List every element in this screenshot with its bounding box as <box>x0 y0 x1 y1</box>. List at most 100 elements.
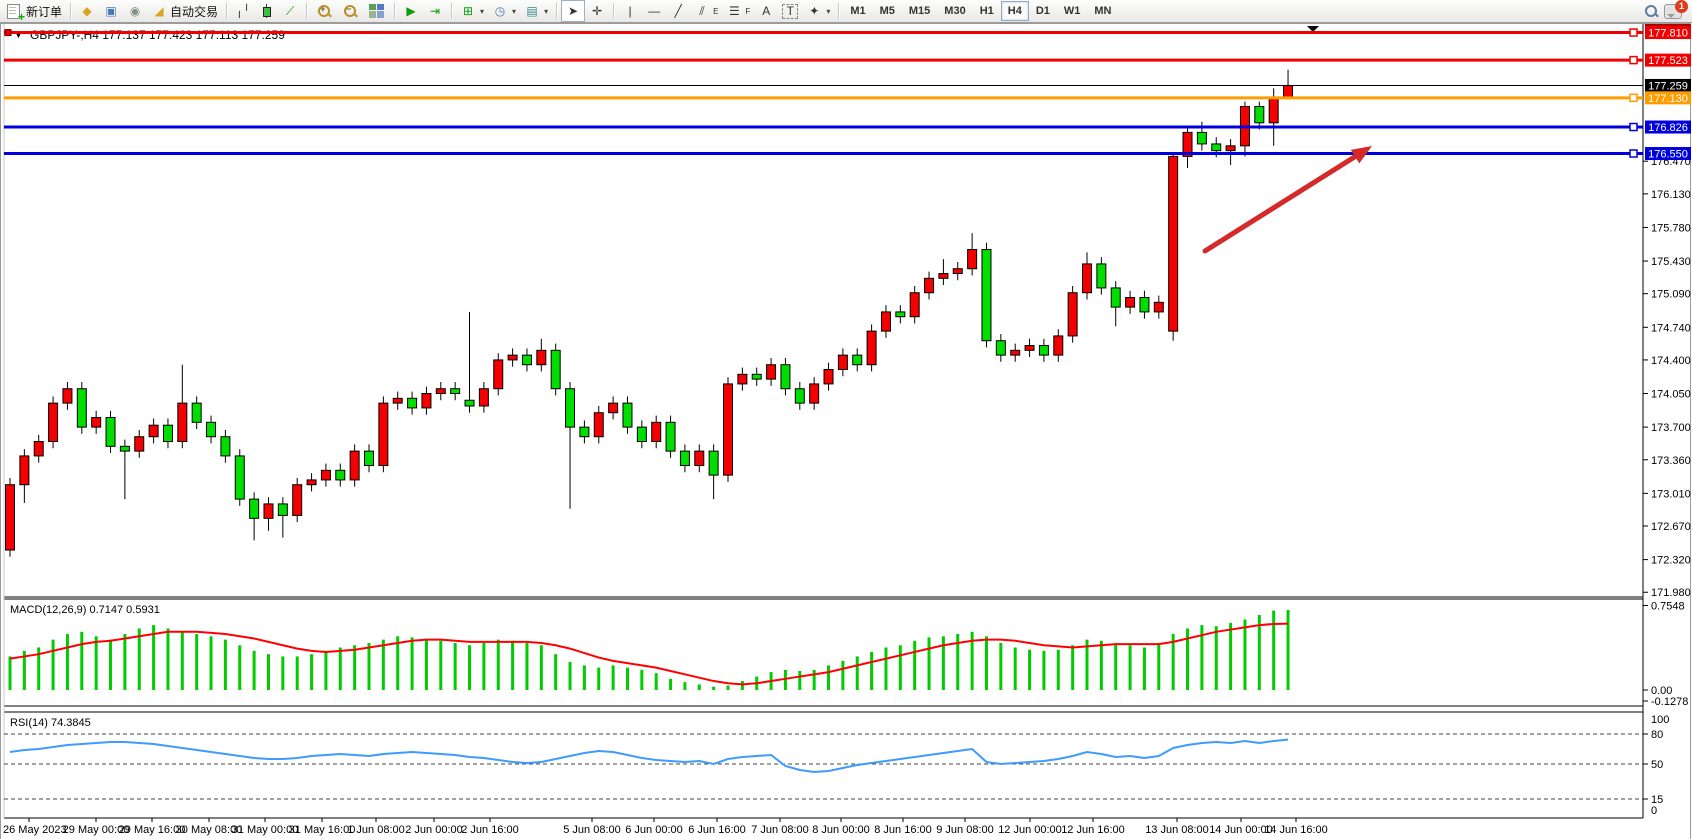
timeframe-m1-button[interactable]: M1 <box>850 5 866 17</box>
macd-pane: MACD(12,26,9) 0.7147 0.5931 0.7548 0.00-0.… <box>8 601 1688 708</box>
bar-chart-icon: ╷╵ <box>235 4 251 18</box>
equidistant-channel-button[interactable]: ⫽ E <box>690 0 722 22</box>
candle <box>162 424 173 443</box>
svg-text:174.740: 174.740 <box>1651 322 1691 334</box>
navigator-button[interactable]: ▣ <box>99 0 123 22</box>
trendline-button[interactable]: ╱ <box>666 0 690 22</box>
bar-chart-button[interactable]: ╷╵ <box>231 0 255 22</box>
toolbar-separator <box>226 3 228 19</box>
price-level-label <box>1645 147 1691 161</box>
fibonacci-button[interactable]: ☰ F <box>722 0 754 22</box>
timeframe-d1-button[interactable]: D1 <box>1035 5 1050 17</box>
svg-text:15: 15 <box>1651 794 1663 806</box>
candle <box>1196 131 1207 145</box>
candlestick-chart-icon <box>262 4 272 18</box>
search-button[interactable] <box>1638 0 1664 22</box>
candle <box>1096 263 1107 289</box>
arrows-button[interactable]: ✦ ▾ <box>802 0 834 22</box>
candle <box>1225 145 1236 152</box>
chevron-down-icon: ▾ <box>480 6 485 16</box>
timeframe-w1-button[interactable]: W1 <box>1063 5 1081 17</box>
candle <box>909 292 920 318</box>
indicators-button[interactable]: ⊞ ▾ <box>456 0 488 22</box>
candle <box>234 455 245 500</box>
candle <box>651 421 662 443</box>
trend-arrow[interactable] <box>1202 146 1372 254</box>
horizontal-line-button[interactable]: — <box>642 0 666 22</box>
svg-text:GBPJPY-,H4 177.137 177.423 177: GBPJPY-,H4 177.137 177.423 177.113 177.2… <box>30 28 285 42</box>
candles-layer <box>5 69 1294 557</box>
market-watch-button[interactable]: ◆ <box>75 0 99 22</box>
time-axis-label: 2 Jun 00:00 <box>405 824 463 836</box>
candle <box>938 273 949 279</box>
timeframe-m5-button[interactable]: M5 <box>879 5 895 17</box>
toolbar-separator <box>306 3 308 19</box>
timeframe-h1-button[interactable]: H1 <box>979 5 994 17</box>
time-axis-label: 6 Jun 16:00 <box>688 824 746 836</box>
zoom-out-button[interactable]: − <box>337 0 363 22</box>
notifications-button[interactable]: 1 <box>1664 0 1688 19</box>
zoom-in-icon: + <box>317 4 331 18</box>
candle <box>1125 297 1136 308</box>
candle <box>952 268 963 275</box>
candle <box>220 436 231 457</box>
autotrading-label: 自动交易 <box>170 4 219 19</box>
candle <box>1010 349 1021 356</box>
time-axis-label: 29 May 16:00 <box>119 824 186 836</box>
indicators-icon: ⊞ <box>463 4 474 18</box>
timeframe-mn-button[interactable]: MN <box>1094 5 1112 17</box>
candle <box>636 426 647 443</box>
vertical-line-button[interactable]: | <box>618 0 642 22</box>
toolbar-separator <box>613 3 615 19</box>
timeframe-h4-button[interactable]: H4 <box>1000 1 1029 21</box>
toolbar-separator <box>838 3 840 19</box>
new-order-button[interactable]: 新订单 <box>2 0 66 24</box>
svg-text:80: 80 <box>1651 729 1663 741</box>
chevron-down-icon: ▾ <box>826 6 831 16</box>
crosshair-button[interactable]: ✛ <box>585 0 609 22</box>
chart-shift-button[interactable]: ⇥ <box>423 0 447 22</box>
time-axis-label: 7 Jun 08:00 <box>751 824 809 836</box>
vertical-line-icon: | <box>628 4 632 18</box>
timeframe-clock-button[interactable]: ◷ ▾ <box>488 0 520 22</box>
toolbar-separator <box>556 3 558 19</box>
price-lines[interactable] <box>4 28 1643 158</box>
candle <box>880 311 891 332</box>
clock-icon: ◷ <box>494 4 506 18</box>
candlestick-chart-button[interactable] <box>255 0 278 22</box>
svg-text:176.550: 176.550 <box>1648 149 1688 161</box>
candle <box>1082 263 1092 294</box>
tile-windows-button[interactable] <box>363 0 390 22</box>
svg-text:100: 100 <box>1651 714 1669 726</box>
autotrading-button[interactable]: ◢ 自动交易 <box>147 0 222 22</box>
crosshair-icon: ✛ <box>592 4 603 18</box>
time-axis-label: 2 Jun 16:00 <box>461 824 519 836</box>
text-button[interactable]: A <box>754 0 778 22</box>
notification-badge: 1 <box>1675 0 1688 13</box>
time-axis-label: 29 May 00:00 <box>63 824 130 836</box>
svg-text:-0.1278: -0.1278 <box>1651 696 1688 708</box>
candle <box>565 388 576 428</box>
zoom-in-button[interactable]: + <box>311 0 337 22</box>
candle <box>1024 345 1035 351</box>
templates-button[interactable]: ▤ ▾ <box>520 0 552 22</box>
timeframe-m15-button[interactable]: M15 <box>908 5 931 17</box>
time-axis-label: 5 Jun 08:00 <box>563 824 621 836</box>
main-toolbar: 新订单 ◆ ▣ ◉ ◢ 自动交易 ╷╵ ⟋ + − ▶ ⇥ ⊞▾ ◷▾ ▤▾ ➤… <box>0 0 1692 24</box>
candle <box>694 450 705 467</box>
candle <box>478 388 489 407</box>
templates-icon: ▤ <box>526 4 538 18</box>
text-label-button[interactable]: T <box>778 0 802 22</box>
signals-button[interactable]: ◉ <box>123 0 147 22</box>
svg-text:174.400: 174.400 <box>1651 355 1691 367</box>
auto-scroll-button[interactable]: ▶ <box>399 0 423 22</box>
svg-text:175.430: 175.430 <box>1651 256 1691 268</box>
candle <box>1053 335 1064 356</box>
chart-area[interactable]: ▼ GBPJPY-,H4 177.137 177.423 177.113 177.… <box>0 23 1692 839</box>
new-order-icon <box>7 3 25 24</box>
line-chart-button[interactable]: ⟋ <box>278 0 302 22</box>
price-level-label <box>1645 26 1691 40</box>
timeframe-m30-button[interactable]: M30 <box>944 5 966 17</box>
cursor-button[interactable]: ➤ <box>561 0 586 22</box>
